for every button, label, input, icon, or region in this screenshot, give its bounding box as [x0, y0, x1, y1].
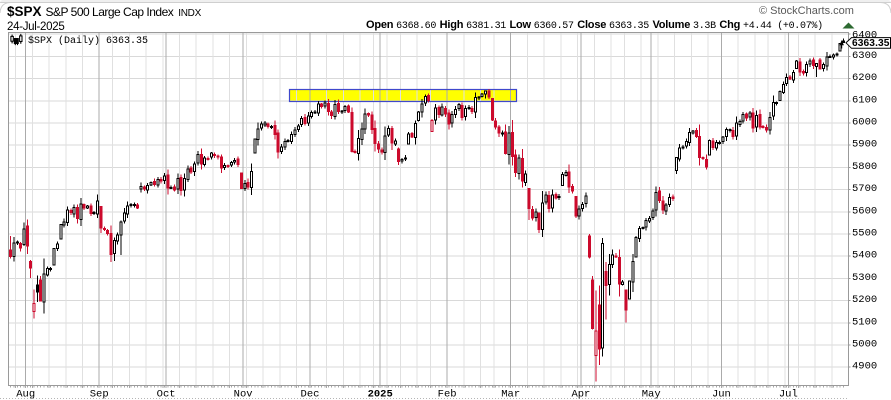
svg-text:Apr: Apr — [571, 389, 590, 400]
svg-text:Sep: Sep — [90, 389, 109, 400]
svg-text:5700: 5700 — [852, 183, 877, 195]
svg-text:6000: 6000 — [852, 117, 877, 129]
svg-text:Feb: Feb — [438, 389, 457, 400]
svg-text:5200: 5200 — [852, 294, 877, 306]
svg-text:Aug: Aug — [16, 389, 35, 400]
svg-text:Oct: Oct — [157, 389, 176, 400]
svg-text:5900: 5900 — [852, 139, 877, 151]
svg-text:Dec: Dec — [301, 389, 320, 400]
svg-text:Mar: Mar — [501, 389, 520, 400]
svg-text:4900: 4900 — [852, 361, 877, 373]
svg-text:May: May — [642, 389, 661, 400]
svg-text:6300: 6300 — [852, 50, 877, 62]
svg-text:5400: 5400 — [852, 250, 877, 262]
svg-text:6400: 6400 — [852, 29, 877, 41]
svg-text:5500: 5500 — [852, 228, 877, 240]
svg-text:Nov: Nov — [234, 389, 253, 400]
svg-text:5800: 5800 — [852, 161, 877, 173]
svg-text:5600: 5600 — [852, 205, 877, 217]
svg-text:2025: 2025 — [368, 389, 393, 400]
svg-text:Jul: Jul — [779, 389, 798, 400]
svg-text:5000: 5000 — [852, 339, 877, 351]
svg-text:5300: 5300 — [852, 272, 877, 284]
svg-text:6100: 6100 — [852, 94, 877, 106]
svg-text:6363.35: 6363.35 — [852, 38, 890, 49]
svg-text:$SPX (Daily) 6363.35: $SPX (Daily) 6363.35 — [28, 35, 148, 47]
svg-text:6200: 6200 — [852, 72, 877, 84]
svg-text:Jun: Jun — [712, 389, 731, 400]
svg-text:5100: 5100 — [852, 316, 877, 328]
